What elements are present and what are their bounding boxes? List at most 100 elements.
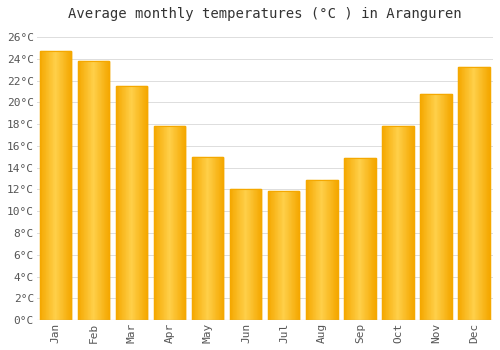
Bar <box>96 61 97 320</box>
Bar <box>217 157 218 320</box>
Bar <box>480 66 481 320</box>
Bar <box>136 86 137 320</box>
Bar <box>88 61 89 320</box>
Bar <box>308 180 310 320</box>
Bar <box>319 180 320 320</box>
Bar <box>168 126 169 320</box>
Bar <box>259 189 260 320</box>
Bar <box>51 51 52 320</box>
Bar <box>474 66 475 320</box>
Bar <box>172 126 173 320</box>
Bar <box>410 126 411 320</box>
Bar <box>192 157 193 320</box>
Bar <box>174 126 176 320</box>
Bar <box>274 190 276 320</box>
Bar <box>40 51 41 320</box>
Bar <box>240 189 241 320</box>
Bar <box>44 51 45 320</box>
Bar <box>488 66 489 320</box>
Bar <box>290 190 291 320</box>
Bar <box>202 157 203 320</box>
Bar <box>390 126 391 320</box>
Bar <box>461 66 462 320</box>
Bar <box>425 94 426 320</box>
Bar <box>249 189 250 320</box>
Bar <box>222 157 224 320</box>
Bar <box>121 86 122 320</box>
Bar <box>207 157 208 320</box>
Bar <box>183 126 184 320</box>
Bar <box>484 66 485 320</box>
Bar <box>60 51 61 320</box>
Bar <box>276 190 277 320</box>
Bar <box>165 126 166 320</box>
Bar <box>383 126 384 320</box>
Bar <box>464 66 466 320</box>
Bar <box>462 66 463 320</box>
Bar <box>437 94 438 320</box>
Bar <box>325 180 326 320</box>
Bar <box>429 94 430 320</box>
Bar <box>420 94 452 320</box>
Bar <box>406 126 408 320</box>
Bar <box>246 189 248 320</box>
Title: Average monthly temperatures (°C ) in Aranguren: Average monthly temperatures (°C ) in Ar… <box>68 7 462 21</box>
Bar <box>409 126 410 320</box>
Bar <box>214 157 215 320</box>
Bar <box>120 86 121 320</box>
Bar <box>128 86 130 320</box>
Bar <box>216 157 217 320</box>
Bar <box>435 94 436 320</box>
Bar <box>318 180 319 320</box>
Bar <box>46 51 47 320</box>
Bar <box>310 180 311 320</box>
Bar <box>208 157 210 320</box>
Bar <box>311 180 312 320</box>
Bar <box>287 190 288 320</box>
Bar <box>55 51 56 320</box>
Bar <box>198 157 200 320</box>
Bar <box>360 158 362 320</box>
Bar <box>352 158 353 320</box>
Bar <box>476 66 477 320</box>
Bar <box>86 61 88 320</box>
Bar <box>255 189 256 320</box>
Bar <box>481 66 482 320</box>
Bar <box>101 61 102 320</box>
Bar <box>58 51 59 320</box>
Bar <box>489 66 490 320</box>
Bar <box>106 61 107 320</box>
Bar <box>215 157 216 320</box>
Bar <box>298 190 300 320</box>
Bar <box>218 157 219 320</box>
Bar <box>324 180 325 320</box>
Bar <box>170 126 172 320</box>
Bar <box>373 158 374 320</box>
Bar <box>344 158 376 320</box>
Bar <box>116 86 148 320</box>
Bar <box>146 86 148 320</box>
Bar <box>132 86 134 320</box>
Bar <box>358 158 359 320</box>
Bar <box>68 51 69 320</box>
Bar <box>250 189 252 320</box>
Bar <box>272 190 273 320</box>
Bar <box>139 86 140 320</box>
Bar <box>127 86 128 320</box>
Bar <box>280 190 281 320</box>
Bar <box>177 126 178 320</box>
Bar <box>90 61 92 320</box>
Bar <box>47 51 48 320</box>
Bar <box>444 94 446 320</box>
Bar <box>345 158 346 320</box>
Bar <box>388 126 390 320</box>
Bar <box>397 126 398 320</box>
Bar <box>270 190 272 320</box>
Bar <box>238 189 239 320</box>
Bar <box>160 126 161 320</box>
Bar <box>424 94 425 320</box>
Bar <box>295 190 296 320</box>
Bar <box>65 51 66 320</box>
Bar <box>241 189 242 320</box>
Bar <box>108 61 110 320</box>
